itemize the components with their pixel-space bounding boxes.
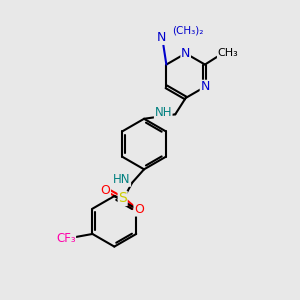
- Text: O: O: [134, 203, 144, 216]
- Text: HN: HN: [113, 173, 130, 186]
- Text: N: N: [157, 31, 167, 44]
- Text: NH: NH: [154, 106, 172, 118]
- Text: N: N: [200, 80, 210, 93]
- Text: O: O: [100, 184, 110, 196]
- Text: (CH₃)₂: (CH₃)₂: [172, 26, 204, 35]
- Text: CH₃: CH₃: [218, 48, 238, 58]
- Text: S: S: [118, 191, 127, 206]
- Text: CF₃: CF₃: [56, 232, 76, 245]
- Text: N: N: [181, 47, 190, 60]
